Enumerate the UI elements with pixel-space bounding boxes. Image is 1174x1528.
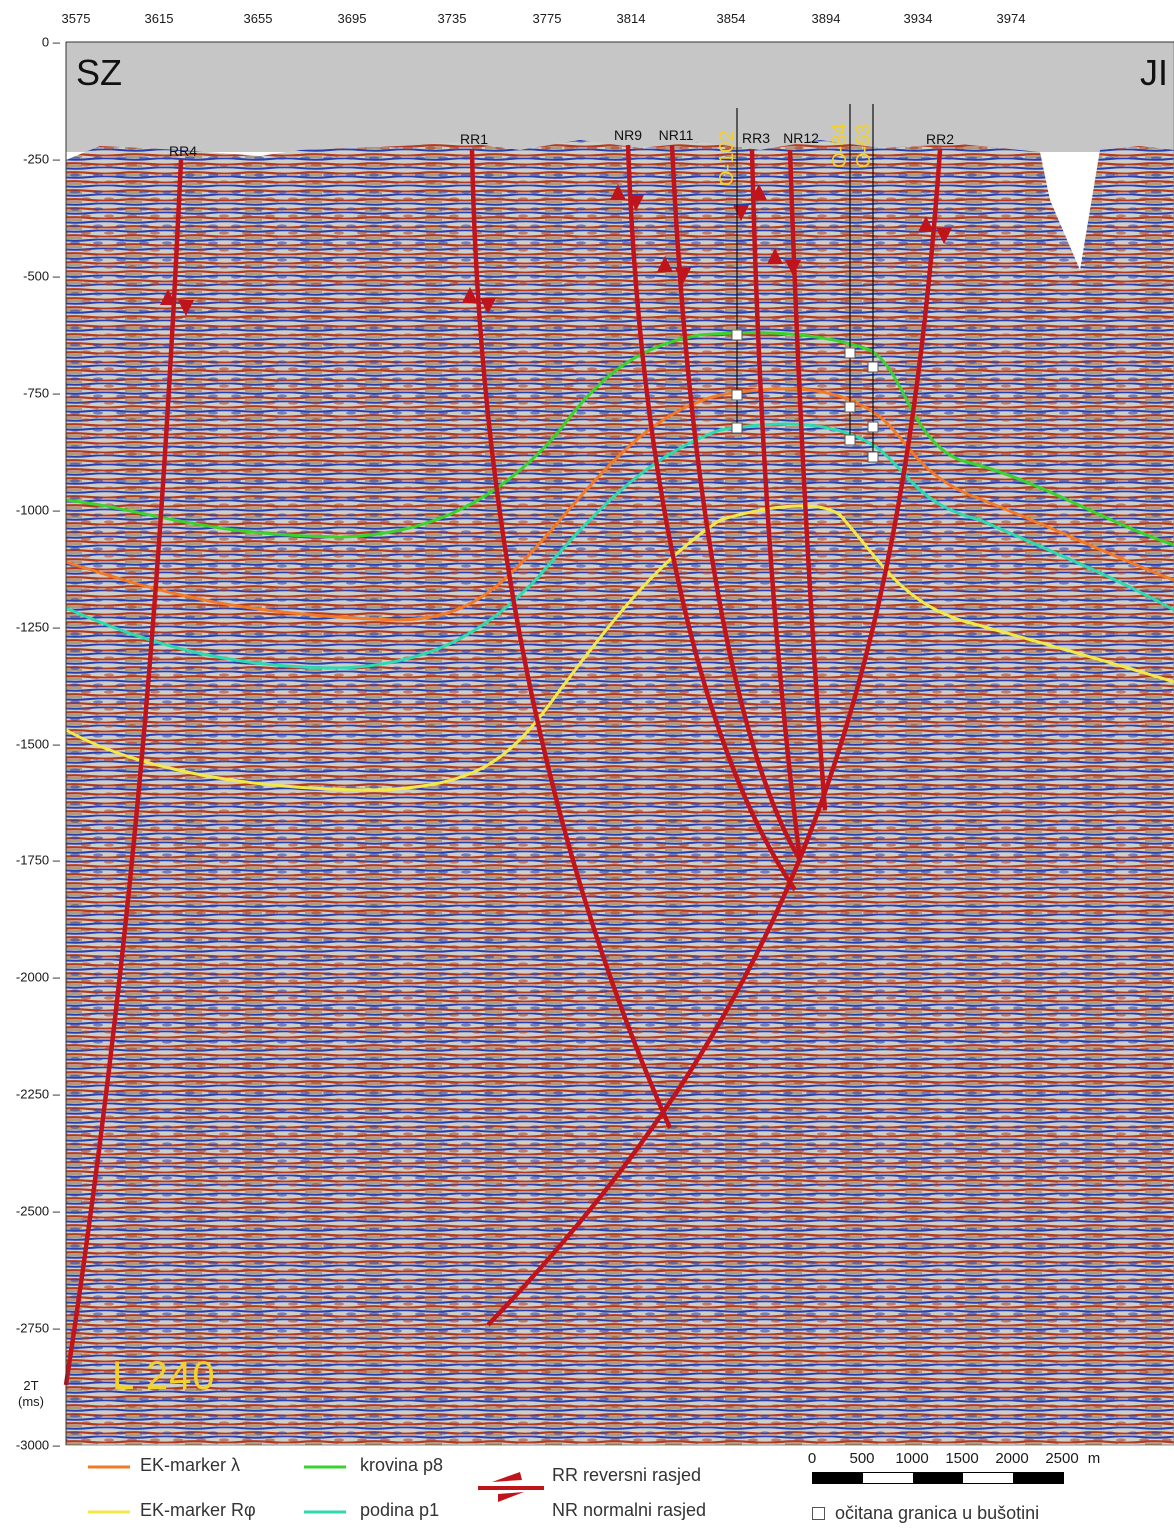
- left-axis-tick: 0 –: [41, 34, 60, 50]
- scale-bar-unit: m: [1087, 1450, 1101, 1467]
- left-axis-tick: -2500 –: [15, 1203, 60, 1219]
- legend-ek-lambda: EK-marker λ: [140, 1455, 241, 1475]
- scale-bar-tick: 500: [849, 1450, 875, 1467]
- corner-label-left: SZ: [76, 52, 123, 93]
- legend-well-marker: očitana granica u bušotini: [812, 1503, 1039, 1524]
- left-axis-tick: -1000 –: [15, 502, 60, 518]
- scale-bar-tick: 2000: [995, 1450, 1029, 1467]
- fault-rr2: [486, 149, 943, 1327]
- top-axis-tick: 3934: [903, 11, 933, 26]
- legend-krovina: krovina p8: [360, 1455, 444, 1475]
- well-label-o-102: O-102: [716, 130, 738, 186]
- scale-bar-tick: 2500: [1045, 1450, 1079, 1467]
- left-axis-tick: -3000 –: [15, 1437, 60, 1453]
- top-axis-tick: 3575: [61, 11, 91, 26]
- left-axis-tick: -2250 –: [15, 1086, 60, 1102]
- fault-nr11: [669, 144, 802, 862]
- well-marker-square-icon: [812, 1507, 825, 1520]
- legend-podina: podina p1: [360, 1500, 440, 1520]
- legend-reverse-fault: RR reversni rasjed: [552, 1465, 702, 1485]
- well-markers: [731, 329, 879, 463]
- left-axis-tick: -1750 –: [15, 852, 60, 868]
- scale-bar-tick: 0: [807, 1450, 817, 1467]
- fault-label-rr1: RR1: [459, 131, 489, 147]
- top-axis-tick: 3655: [243, 11, 273, 26]
- fault-label-nr9: NR9: [613, 127, 643, 143]
- top-axis-tick: 3814: [616, 11, 646, 26]
- fault-label-rr4: RR4: [168, 143, 198, 159]
- top-axis-tick: 3974: [996, 11, 1026, 26]
- left-axis-tick: -750 –: [23, 385, 60, 401]
- horizon-podina-p1: [65, 422, 1174, 670]
- grey-topography-area: [66, 42, 1174, 152]
- scale-bar-tick: 1000: [895, 1450, 929, 1467]
- fault-label-nr11: NR11: [658, 127, 694, 143]
- top-axis-tick: 3854: [716, 11, 746, 26]
- horizon-krovina-p8: [65, 331, 1174, 547]
- fault-rr4: [63, 159, 184, 1386]
- legend-normal-fault: NR normalni rasjed: [552, 1500, 707, 1520]
- fault-label-rr3: RR3: [741, 130, 771, 146]
- fault-label-rr2: RR2: [925, 131, 955, 147]
- legend-fault-arrows: [478, 1472, 544, 1502]
- legend-ek-rphi: EK-marker Rφ: [140, 1500, 256, 1520]
- left-axis-tick: -2000 –: [15, 969, 60, 985]
- horizon-ek-marker-lambda: [65, 387, 1174, 622]
- corner-label-right: JI: [1140, 52, 1169, 93]
- fault-arrows: [160, 184, 952, 316]
- top-axis-tick: 3735: [437, 11, 467, 26]
- left-axis-tick: -2750 –: [15, 1320, 60, 1336]
- vertical-axis-label: 2T (ms): [18, 1378, 44, 1409]
- top-axis-tick: 3695: [337, 11, 367, 26]
- wells: [736, 104, 874, 462]
- well-label-o-63: O-63: [853, 123, 875, 168]
- left-axis-tick: -500 –: [23, 268, 60, 284]
- scale-bar-segments: [812, 1472, 1064, 1484]
- left-axis-tick: -250 –: [23, 151, 60, 167]
- fault-rr1: [469, 149, 673, 1129]
- top-axis-tick: 3894: [811, 11, 841, 26]
- top-axis-tick: 3775: [532, 11, 562, 26]
- fault-label-nr12: NR12: [783, 130, 819, 146]
- scale-bar-tick: 1500: [945, 1450, 979, 1467]
- profile-line-label: L 240: [112, 1354, 216, 1398]
- fault-rr3: [749, 149, 803, 861]
- well-label-o-84: O-84: [829, 123, 851, 168]
- faults: [63, 144, 943, 1386]
- top-axis-tick: 3615: [144, 11, 174, 26]
- left-axis-tick: -1250 –: [15, 619, 60, 635]
- left-axis-tick: -1500 –: [15, 736, 60, 751]
- fault-nr9: [625, 144, 797, 892]
